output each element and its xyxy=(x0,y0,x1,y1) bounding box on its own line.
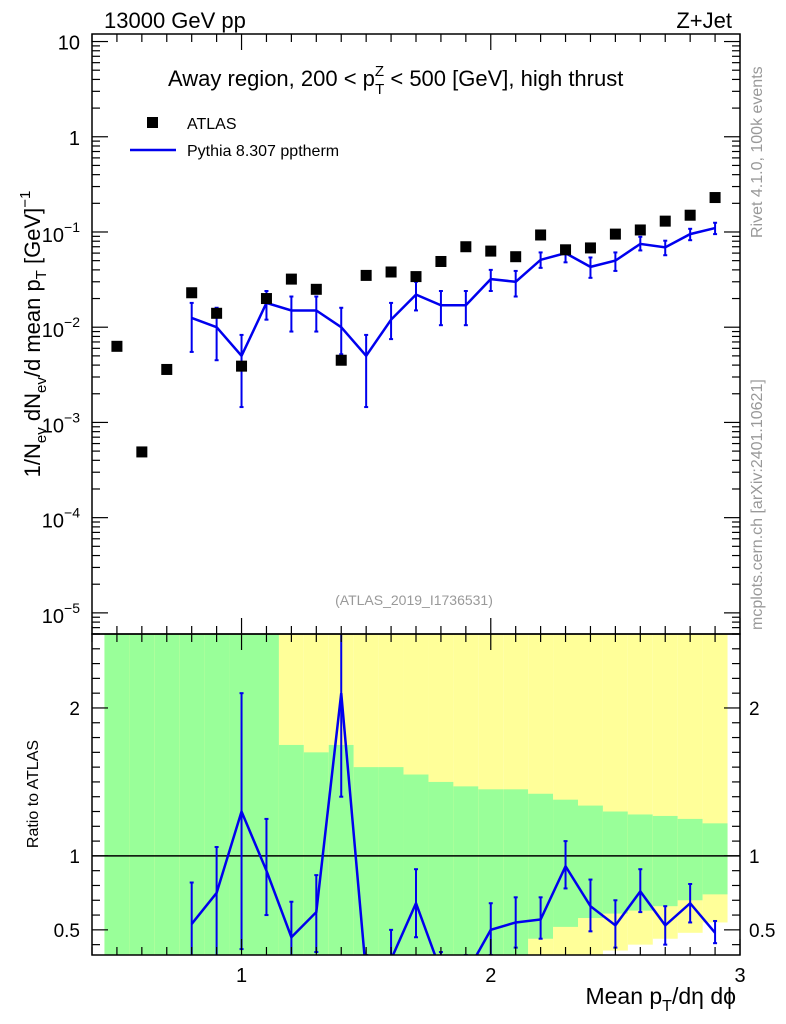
plot-title-main: Away region, 200 < p xyxy=(168,66,375,91)
y-tick-label-mantissa: 10 xyxy=(42,320,64,342)
band-green-bin xyxy=(602,811,628,914)
ratio-y-tick-label-right: 1 xyxy=(749,847,760,868)
atlas-data-point xyxy=(560,244,572,256)
x-axis-label-sub: T xyxy=(662,998,672,1015)
band-green-bin xyxy=(104,634,130,955)
y-tick-label-mantissa: 10 xyxy=(42,606,64,628)
x-axis-label: Mean pT/dη dϕ xyxy=(585,983,736,1015)
ratio-mc-line xyxy=(190,693,717,955)
y-tick-label: 10−1 xyxy=(42,219,80,247)
plot-title: Away region, 200 < pZ T < 500 [GeV], high… xyxy=(168,63,623,98)
x-axis-label-tail: /dη dϕ xyxy=(672,983,736,1009)
atlas-data-point xyxy=(535,229,547,241)
y-tick-label: 10−2 xyxy=(42,314,80,342)
atlas-data-point xyxy=(285,273,297,285)
axis-ticks xyxy=(91,34,741,955)
y-tick-label-exponent: −4 xyxy=(64,505,80,521)
y-tick-label: 10 xyxy=(58,33,80,55)
atlas-data-point xyxy=(584,242,596,254)
ratio-y-tick-label-right: 2 xyxy=(749,699,760,720)
legend-data-label: ATLAS xyxy=(187,116,237,133)
process-label: Z+Jet xyxy=(676,8,732,33)
legend-mc-label: Pythia 8.307 pptherm xyxy=(187,143,339,160)
atlas-data-point xyxy=(485,245,497,257)
atlas-data-point xyxy=(709,192,721,204)
plot-title-sup: Z xyxy=(375,63,384,80)
atlas-data-point xyxy=(435,255,447,267)
x-axis-label-main: Mean p xyxy=(585,983,662,1009)
ratio-y-tick-label: 1 xyxy=(69,847,80,868)
atlas-data-point xyxy=(609,228,621,240)
atlas-data-point xyxy=(634,224,646,236)
atlas-data-point xyxy=(460,241,472,253)
side-rivet-label: Rivet 4.1.0, 100k events xyxy=(749,66,766,238)
ratio-series xyxy=(189,634,718,955)
band-green-bin xyxy=(702,823,728,895)
atlas-data-point xyxy=(136,446,148,458)
band-green-bin xyxy=(129,634,155,955)
atlas-data-point xyxy=(310,283,322,295)
main-series xyxy=(111,192,721,458)
plot-title-sub: T xyxy=(375,81,384,98)
band-green-bin xyxy=(353,767,379,955)
y-tick-label-exponent: −3 xyxy=(64,409,80,425)
atlas-data-point xyxy=(161,363,173,375)
side-mcplots-label: mcplots.cern.ch [arXiv:2401.10621] xyxy=(749,379,766,630)
y-tick-label: 10−4 xyxy=(42,505,80,533)
y-tick-label-exponent: −2 xyxy=(64,314,80,330)
legend-data-marker xyxy=(147,117,158,128)
ratio-y-tick-label-right: 0.5 xyxy=(749,921,775,942)
y-tick-label: 10−5 xyxy=(42,600,80,628)
x-tick-label: 2 xyxy=(485,965,496,987)
x-tick-label: 1 xyxy=(236,965,247,987)
atlas-data-point xyxy=(410,271,422,283)
plot-title-tail: < 500 [GeV], high thrust xyxy=(384,66,623,91)
atlas-data-point xyxy=(335,354,347,366)
ratio-y-axis-label: Ratio to ATLAS xyxy=(25,740,42,848)
y-tick-label-mantissa: 10 xyxy=(42,511,64,533)
y-tick-label: 1 xyxy=(69,128,80,150)
analysis-id: (ATLAS_2019_I1736531) xyxy=(335,592,493,608)
y-tick-label-mantissa: 10 xyxy=(42,225,64,247)
atlas-data-point xyxy=(211,307,223,319)
band-green-bin xyxy=(378,767,404,955)
atlas-data-point xyxy=(360,269,372,281)
band-green-bin xyxy=(154,634,180,955)
atlas-data-point xyxy=(260,293,272,305)
y-tick-label-mantissa: 10 xyxy=(42,415,64,437)
atlas-data-point xyxy=(510,251,522,263)
band-green-bin xyxy=(652,815,678,907)
beam-label: 13000 GeV pp xyxy=(104,8,246,33)
atlas-data-point xyxy=(659,215,671,227)
mc-line xyxy=(191,226,716,359)
y-tick-label: 10−3 xyxy=(42,409,80,437)
band-green-bin xyxy=(453,786,479,955)
atlas-data-point xyxy=(186,287,198,299)
band-green-bin xyxy=(428,781,454,955)
ratio-y-tick-label: 2 xyxy=(69,699,80,720)
atlas-data-point xyxy=(684,209,696,221)
ratio-y-tick-label: 0.5 xyxy=(54,921,80,942)
atlas-data-point xyxy=(236,360,248,372)
atlas-data-point xyxy=(385,266,397,278)
y-tick-label-exponent: −1 xyxy=(64,219,80,235)
y-tick-label-exponent: −5 xyxy=(64,600,80,616)
atlas-data-point xyxy=(111,340,123,352)
x-tick-label: 3 xyxy=(734,965,745,987)
